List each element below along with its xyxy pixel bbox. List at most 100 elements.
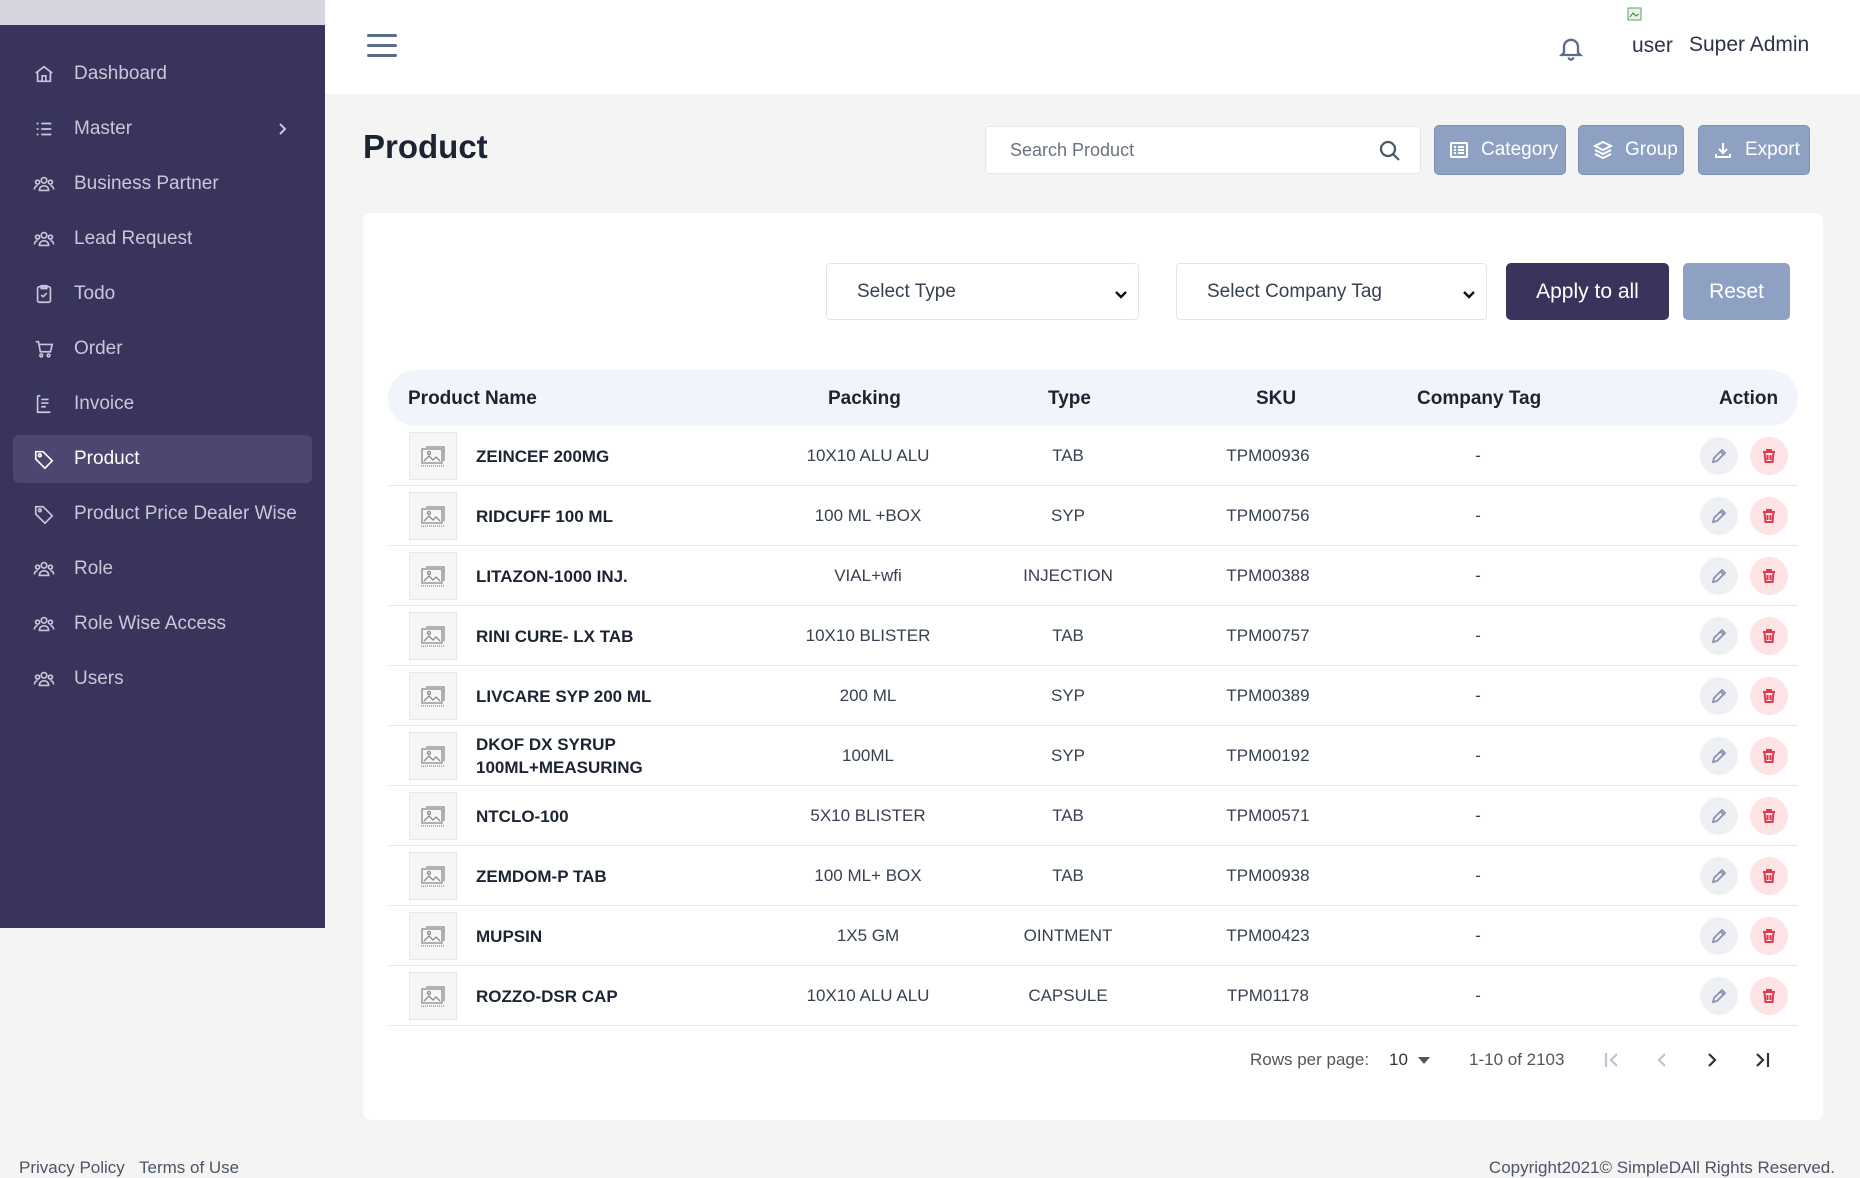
packing-cell: 5X10 BLISTER: [810, 806, 926, 825]
product-name[interactable]: RINI CURE- LX TAB: [476, 627, 634, 646]
notification-bell-icon[interactable]: [1557, 33, 1585, 63]
search-input[interactable]: [986, 127, 1346, 173]
product-image-placeholder-icon: [409, 432, 457, 480]
product-name[interactable]: LITAZON-1000 INJ.: [476, 567, 628, 586]
terms-of-use-link[interactable]: Terms of Use: [139, 1158, 240, 1177]
header-sku[interactable]: SKU: [1256, 388, 1297, 409]
sidebar-item-dashboard[interactable]: Dashboard: [13, 50, 312, 98]
export-button[interactable]: Export: [1698, 125, 1810, 175]
caret-down-icon[interactable]: [1418, 1057, 1430, 1064]
company-tag-select[interactable]: Select Company Tag: [1176, 263, 1487, 320]
type-cell: TAB: [1052, 446, 1084, 465]
delete-trash-icon[interactable]: [1750, 977, 1788, 1015]
tag-icon: [32, 502, 56, 526]
people-icon: [32, 172, 56, 196]
category-button[interactable]: Category: [1434, 125, 1566, 175]
delete-trash-icon[interactable]: [1750, 917, 1788, 955]
sku-cell: TPM00938: [1226, 866, 1310, 885]
delete-trash-icon[interactable]: [1750, 857, 1788, 895]
list-icon: [32, 117, 56, 141]
search-icon[interactable]: [1378, 139, 1402, 163]
next-page-icon[interactable]: [1700, 1048, 1726, 1074]
avatar[interactable]: [1617, 4, 1679, 64]
invoice-icon: [32, 392, 56, 416]
product-name[interactable]: ZEMDOM-P TAB: [476, 867, 607, 886]
product-name[interactable]: ZEINCEF 200MG: [476, 447, 610, 466]
product-image-placeholder-icon: [409, 552, 457, 600]
sidebar-item-label: Order: [74, 338, 123, 359]
product-name[interactable]: DKOF DX SYRUP 100ML+MEASURING: [476, 735, 643, 777]
edit-pencil-icon[interactable]: [1700, 497, 1738, 535]
delete-trash-icon[interactable]: [1750, 797, 1788, 835]
edit-pencil-icon[interactable]: [1700, 617, 1738, 655]
sidebar-item-business-partner[interactable]: Business Partner: [13, 160, 312, 208]
menu-toggle-icon[interactable]: [367, 34, 397, 58]
group-button[interactable]: Group: [1578, 125, 1684, 175]
sidebar-item-product-price-dealer-wise[interactable]: Product Price Dealer Wise: [13, 490, 312, 538]
sidebar-item-lead-request[interactable]: Lead Request: [13, 215, 312, 263]
rows-per-page-select[interactable]: 10: [1389, 1050, 1408, 1069]
table-body: ZEINCEF 200MG 10X10 ALU ALU TAB TPM00936- RI…: [388, 426, 1798, 1026]
edit-pencil-icon[interactable]: [1700, 917, 1738, 955]
packing-cell: 10X10 ALU ALU: [806, 446, 930, 465]
product-name[interactable]: RIDCUFF 100 ML: [476, 507, 613, 526]
sidebar-item-users[interactable]: Users: [13, 655, 312, 703]
header-type[interactable]: Type: [1048, 388, 1091, 409]
product-name[interactable]: NTCLO-100: [476, 807, 569, 826]
type-cell: OINTMENT: [1023, 926, 1113, 945]
sku-cell: TPM00388: [1226, 566, 1310, 585]
reset-button[interactable]: Reset: [1683, 263, 1790, 320]
delete-trash-icon[interactable]: [1750, 437, 1788, 475]
avatar-alt-text: user: [1632, 34, 1673, 57]
product-image-placeholder-icon: [409, 792, 457, 840]
edit-pencil-icon[interactable]: [1700, 557, 1738, 595]
delete-trash-icon[interactable]: [1750, 617, 1788, 655]
sidebar-item-invoice[interactable]: Invoice: [13, 380, 312, 428]
delete-trash-icon[interactable]: [1750, 737, 1788, 775]
sidebar-item-product[interactable]: Product: [13, 435, 312, 483]
edit-pencil-icon[interactable]: [1700, 437, 1738, 475]
sidebar-item-master[interactable]: Master: [13, 105, 312, 153]
download-icon: [1715, 143, 1731, 158]
packing-cell: 200 ML: [839, 686, 897, 705]
previous-page-icon[interactable]: [1650, 1048, 1676, 1074]
table-row: ZEINCEF 200MG 10X10 ALU ALU TAB TPM00936 -: [388, 426, 1798, 486]
apply-to-all-button[interactable]: Apply to all: [1506, 263, 1669, 320]
sidebar-item-label: Todo: [74, 283, 116, 304]
product-image-placeholder-icon: [409, 492, 457, 540]
edit-pencil-icon[interactable]: [1700, 857, 1738, 895]
clipboard-check-icon: [32, 282, 56, 306]
page-title: Product: [363, 128, 488, 165]
privacy-policy-link[interactable]: Privacy Policy: [19, 1158, 125, 1177]
table-row: RIDCUFF 100 ML 100 ML +BOX SYP TPM00756 -: [388, 486, 1798, 546]
sidebar-item-todo[interactable]: Todo: [13, 270, 312, 318]
delete-trash-icon[interactable]: [1750, 497, 1788, 535]
product-name[interactable]: LIVCARE SYP 200 ML: [476, 687, 652, 706]
first-page-icon[interactable]: [1600, 1048, 1626, 1074]
edit-pencil-icon[interactable]: [1700, 737, 1738, 775]
cart-icon: [32, 337, 56, 361]
packing-cell: 10X10 BLISTER: [805, 626, 931, 645]
type-cell: SYP: [1050, 686, 1086, 705]
delete-trash-icon[interactable]: [1750, 677, 1788, 715]
edit-pencil-icon[interactable]: [1700, 977, 1738, 1015]
delete-trash-icon[interactable]: [1750, 557, 1788, 595]
sidebar-item-order[interactable]: Order: [13, 325, 312, 373]
header-packing[interactable]: Packing: [828, 388, 901, 409]
header-product-name[interactable]: Product Name: [408, 388, 537, 409]
product-name[interactable]: ROZZO-DSR CAP: [476, 987, 618, 1006]
sidebar-item-label: Role Wise Access: [74, 613, 227, 634]
last-page-icon[interactable]: [1750, 1048, 1776, 1074]
product-name[interactable]: MUPSIN: [476, 927, 543, 946]
header-company-tag[interactable]: Company Tag: [1417, 388, 1542, 409]
edit-pencil-icon[interactable]: [1700, 677, 1738, 715]
edit-pencil-icon[interactable]: [1700, 797, 1738, 835]
type-select[interactable]: Select Type: [826, 263, 1139, 320]
sidebar-item-label: Master: [74, 118, 133, 139]
company-tag-cell: -: [1475, 926, 1481, 945]
sidebar-item-role[interactable]: Role: [13, 545, 312, 593]
sidebar-item-role-wise-access[interactable]: Role Wise Access: [13, 600, 312, 648]
user-name[interactable]: Super Admin: [1689, 33, 1810, 56]
company-tag-cell: -: [1475, 986, 1481, 1005]
company-tag-cell: -: [1475, 566, 1481, 585]
